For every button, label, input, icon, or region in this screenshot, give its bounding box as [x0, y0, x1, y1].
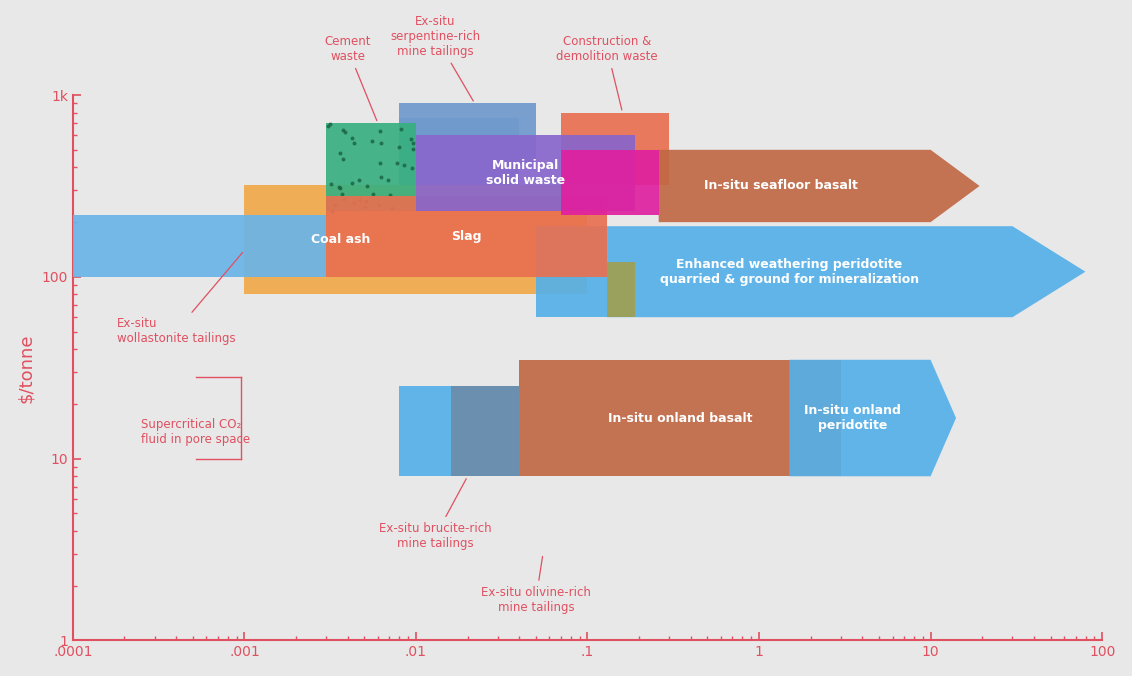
Bar	[326, 195, 607, 277]
Text: Cement
waste: Cement waste	[325, 35, 377, 121]
Point	[321, 119, 340, 130]
Point	[334, 124, 352, 135]
Point	[344, 138, 362, 149]
Point	[387, 158, 405, 169]
Point	[350, 174, 368, 185]
Point	[332, 183, 350, 194]
Point	[371, 126, 389, 137]
Bar	[415, 135, 635, 211]
Bar	[72, 214, 326, 277]
Point	[336, 127, 354, 138]
Point	[402, 134, 420, 145]
Point	[370, 199, 388, 210]
Polygon shape	[659, 150, 979, 222]
Bar	[400, 386, 451, 477]
Point	[319, 120, 337, 131]
Y-axis label: $/tonne: $/tonne	[17, 333, 35, 402]
Point	[404, 143, 422, 154]
Point	[371, 138, 389, 149]
Point	[333, 188, 351, 199]
Bar	[561, 150, 659, 214]
Point	[343, 133, 361, 144]
Point	[355, 201, 374, 212]
Point	[335, 193, 353, 204]
Text: Ex-situ
wollastonite tailings: Ex-situ wollastonite tailings	[117, 252, 242, 345]
Point	[404, 138, 422, 149]
Text: In-situ onland
peridotite: In-situ onland peridotite	[805, 404, 901, 432]
Bar	[607, 262, 635, 317]
Point	[323, 206, 341, 216]
Point	[371, 158, 389, 168]
Point	[383, 203, 401, 214]
Point	[323, 178, 341, 189]
Bar	[561, 113, 669, 185]
Point	[334, 153, 352, 164]
Text: Ex-situ olivine-rich
mine tailings: Ex-situ olivine-rich mine tailings	[481, 556, 591, 614]
Point	[403, 162, 421, 173]
Bar	[451, 386, 520, 477]
Point	[329, 182, 348, 193]
Point	[363, 135, 381, 146]
Point	[392, 123, 410, 134]
Point	[378, 174, 396, 185]
Point	[344, 198, 362, 209]
Text: Ex-situ brucite-rich
mine tailings: Ex-situ brucite-rich mine tailings	[379, 479, 491, 550]
Bar	[245, 185, 588, 295]
Point	[326, 199, 344, 210]
Point	[389, 142, 408, 153]
Text: Coal ash: Coal ash	[311, 233, 370, 246]
Point	[357, 195, 375, 206]
Bar	[400, 103, 535, 162]
Point	[343, 177, 361, 188]
Text: Ex-situ
serpentine-rich
mine tailings: Ex-situ serpentine-rich mine tailings	[391, 15, 481, 101]
Polygon shape	[607, 226, 1086, 317]
Bar	[535, 226, 607, 317]
Point	[395, 160, 413, 171]
Text: Enhanced weathering peridotite
quarried & ground for mineralization: Enhanced weathering peridotite quarried …	[660, 258, 919, 286]
Bar	[400, 118, 520, 185]
Point	[380, 189, 398, 200]
Text: Municipal
solid waste: Municipal solid waste	[486, 160, 565, 187]
Point	[365, 189, 383, 199]
Text: In-situ seafloor basalt: In-situ seafloor basalt	[704, 180, 858, 193]
Point	[332, 147, 350, 158]
Bar	[520, 360, 841, 477]
Point	[372, 172, 391, 183]
Text: Construction &
demolition waste: Construction & demolition waste	[556, 35, 658, 110]
Text: Slag: Slag	[452, 230, 482, 243]
Point	[351, 195, 369, 206]
Polygon shape	[789, 360, 957, 477]
Text: Supercritical CO₂
fluid in pore space: Supercritical CO₂ fluid in pore space	[142, 418, 250, 446]
Point	[358, 181, 376, 192]
Bar	[326, 123, 415, 211]
Text: In-situ onland basalt: In-situ onland basalt	[608, 412, 753, 425]
